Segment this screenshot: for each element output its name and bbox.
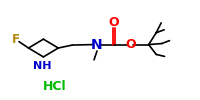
Text: O: O [125, 38, 136, 51]
Text: N: N [91, 38, 103, 52]
Text: F: F [12, 33, 20, 46]
Text: NH: NH [33, 61, 52, 71]
Text: O: O [109, 16, 119, 29]
Text: HCl: HCl [43, 80, 66, 93]
